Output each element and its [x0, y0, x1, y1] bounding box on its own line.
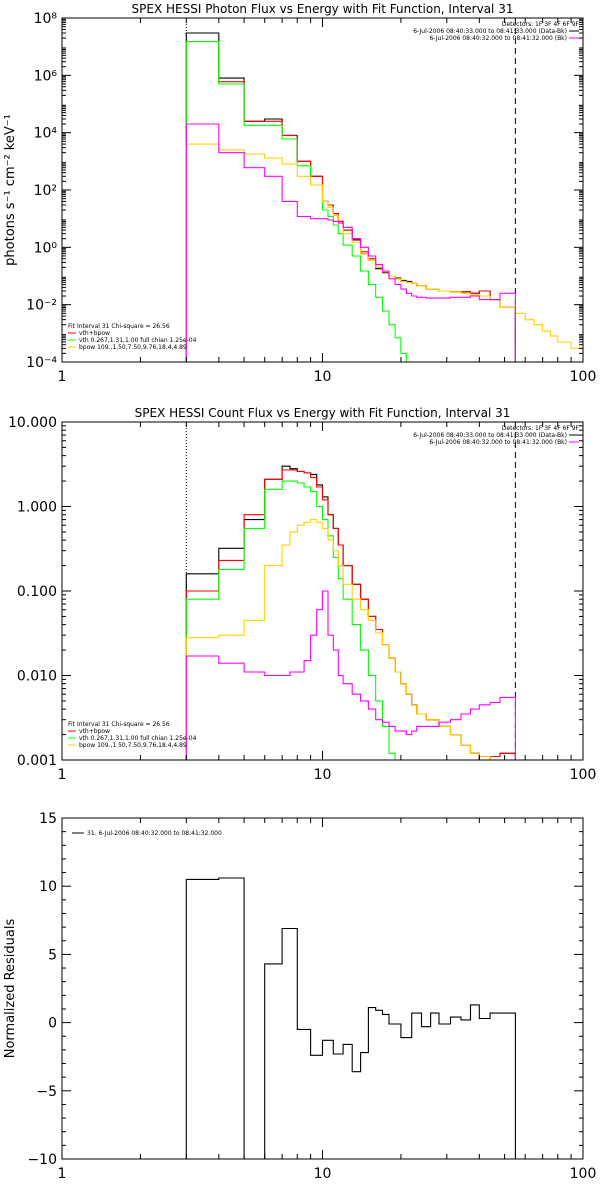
y-tick-label: 10⁰ [34, 240, 58, 256]
x-tick-label: 10 [314, 1166, 332, 1182]
y-tick-label: 10⁻⁴ [26, 355, 57, 371]
series-fit [185, 41, 516, 362]
series-vth [185, 41, 417, 362]
series-fit [185, 469, 516, 760]
chart-panel-2: 1 10 100 0.001 0.010 0.100 1.000 10.000 SPEX HES… [8, 406, 596, 783]
legend-entry: 6-Jul-2006 08:40:33.000 to 08:41:33.000 … [413, 432, 567, 439]
y-tick-label: 10⁶ [34, 68, 58, 84]
x-tick-label: 1 [58, 767, 67, 783]
legend-entry: Fit Interval 31 Chi-square = 26.56 [68, 323, 170, 330]
series-bpow [185, 519, 583, 760]
y-tick-label: 10⁴ [34, 126, 58, 142]
legend-entry: 6-Jul-2006 08:40:33.000 to 08:41:33.000 … [413, 28, 567, 35]
series-group [185, 465, 583, 760]
legend-entry: 31. 6-Jul-2006 08:40:32.000 to 08:41:32.… [87, 830, 222, 837]
series-bpow [185, 143, 583, 362]
legend-entry: vth 0.267,1.31,1.00 full chian 1.25e-04 [79, 735, 197, 742]
y-tick-label: 0.001 [17, 753, 57, 769]
series-bk [185, 123, 516, 362]
legend-entry: bpow 109.,1.50,7.50,9.76,18.4,4.89 [79, 344, 187, 351]
legend-entry: vth+bpow [79, 728, 110, 735]
x-tick-label: 1 [58, 369, 67, 385]
legend-entry: bpow 109.,1.50,7.50,9.76,18.4,4.89 [79, 742, 187, 749]
chart-panel-3: 1 10 100 −10 −5 0 5 10 15 Normalized Residuals 31.… [3, 811, 596, 1182]
x-tick-label: 10 [314, 767, 332, 783]
series-group [185, 877, 516, 1159]
x-tick-label: 1 [58, 1166, 67, 1182]
y-tick-label: 10⁻² [26, 298, 57, 314]
y-tick-label: 0 [48, 1016, 57, 1032]
y-tick-label: −10 [27, 1152, 57, 1168]
legend-entry: vth+bpow [79, 330, 110, 337]
chart-title: SPEX HESSI Count Flux vs Energy with Fit… [135, 406, 511, 420]
legend-entry: Detectors: 1F 3F 4F 6F 9F [502, 425, 580, 432]
y-tick-label: 15 [39, 811, 57, 827]
y-tick-label: 0.010 [17, 669, 57, 685]
y-tick-label: 10⁸ [34, 11, 58, 27]
legend-entry: vth 0.267,1.31,1.00 full chian 1.25e-04 [79, 337, 197, 344]
y-tick-label: 10² [34, 183, 57, 199]
series-total [185, 32, 516, 362]
x-tick-label: 100 [570, 1166, 597, 1182]
y-tick-label: 0.100 [17, 584, 57, 600]
legend-entry: Fit Interval 31 Chi-square = 26.56 [68, 721, 170, 728]
x-tick-label: 100 [570, 369, 597, 385]
legend-entry: Detectors: 1F 3F 4F 6F 9F [502, 21, 580, 28]
y-tick-label: 1.000 [17, 500, 57, 516]
plot-frame [61, 817, 584, 1160]
series-vth [185, 480, 401, 760]
series-residuals [185, 877, 516, 1159]
legend-entry: 6-Jul-2006 08:40:32.000 to 08:41:32.000 … [429, 439, 567, 446]
x-tick-label: 100 [570, 767, 597, 783]
y-tick-label: 10 [39, 879, 57, 895]
y-axis-label: Normalized Residuals [3, 919, 18, 1059]
y-tick-label: −5 [36, 1084, 57, 1100]
series-group [185, 32, 583, 362]
y-tick-label: 10.000 [8, 415, 57, 431]
series-bk [185, 590, 516, 760]
y-tick-label: 5 [48, 947, 57, 963]
series-total [185, 465, 516, 760]
chart-title: SPEX HESSI Photon Flux vs Energy with Fi… [132, 2, 514, 16]
legend-entry: 6-Jul-2006 08:40:32.000 to 08:41:32.000 … [429, 35, 567, 42]
y-axis-label: photons s⁻¹ cm⁻² keV⁻¹ [3, 114, 18, 266]
x-tick-label: 10 [314, 369, 332, 385]
chart-panel-1: 1 10 100 10⁻⁴ 10⁻² 10⁰ 10² 10⁴ 10⁶ 10⁸ SPEX HESSI … [3, 2, 596, 385]
